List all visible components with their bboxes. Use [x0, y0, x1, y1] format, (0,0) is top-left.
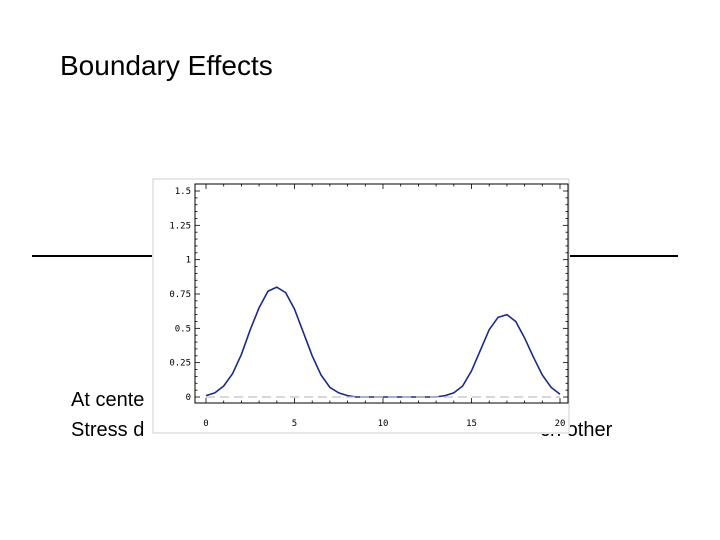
plot-frame [194, 183, 569, 404]
y-tick-label-1: 0.25 [169, 359, 191, 369]
left-horizontal-rule [32, 255, 158, 257]
chart-panel: 0 5 10 15 20 0 0.25 0.5 0.75 1 1.25 1.5 [152, 178, 570, 434]
x-tick-label-1: 5 [292, 419, 297, 429]
x-tick-label-0: 0 [203, 419, 208, 429]
chart-outer-border [152, 178, 570, 434]
y-tick-label-0: 0 [186, 393, 191, 403]
y-tick-label-6: 1.5 [175, 187, 191, 197]
y-tick-label-4: 1 [186, 256, 191, 266]
y-tick-label-3: 0.75 [169, 290, 191, 300]
x-tick-label-2: 10 [378, 419, 389, 429]
y-tick-label-2: 0.5 [175, 324, 191, 334]
stress-chart: 0 5 10 15 20 0 0.25 0.5 0.75 1 1.25 1.5 [152, 178, 570, 434]
slide-title: Boundary Effects [60, 50, 273, 81]
right-horizontal-rule [566, 255, 678, 257]
x-tick-label-3: 15 [466, 419, 477, 429]
body-text-line-1: At cente [71, 389, 145, 411]
body-text-line-2: Stress d [71, 419, 145, 441]
y-tick-label-5: 1.25 [169, 221, 191, 231]
x-tick-label-4: 20 [555, 419, 566, 429]
